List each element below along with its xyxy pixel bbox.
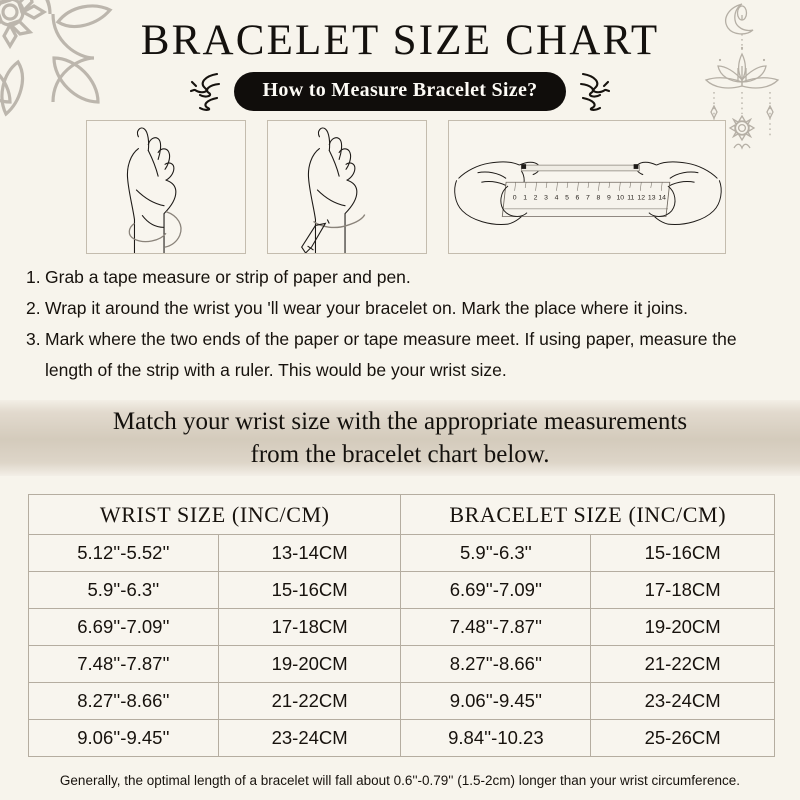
step-number: 3. (26, 329, 41, 349)
cell-wrist-inches: 7.48''-7.87'' (28, 645, 219, 683)
svg-text:14: 14 (658, 194, 666, 201)
cell-bracelet-inches: 7.48''-7.87'' (400, 608, 592, 646)
cell-bracelet-inches: 8.27''-8.66'' (400, 645, 592, 683)
step-text: Mark where the two ends of the paper or … (45, 329, 737, 380)
mandala-flower-icon (0, 0, 113, 117)
svg-text:10: 10 (616, 194, 624, 201)
cell-bracelet-inches: 5.9''-6.3'' (400, 534, 592, 572)
list-item: 3. Mark where the two ends of the paper … (26, 324, 778, 386)
cell-wrist-cm: 15-16CM (217, 571, 402, 609)
svg-text:2: 2 (534, 194, 538, 201)
svg-text:0: 0 (513, 194, 517, 201)
cell-bracelet-cm: 23-24CM (590, 682, 775, 720)
instruction-steps: 1. Grab a tape measure or strip of paper… (26, 262, 778, 386)
hand-with-tape-loop-illustration (86, 120, 246, 254)
svg-text:4: 4 (555, 194, 559, 201)
swirl-flourish-icon (189, 72, 220, 111)
step-number: 1. (26, 267, 41, 287)
table-row: 5.9''-6.3'' 15-16CM 6.69''-7.09'' 17-18C… (28, 571, 775, 609)
cell-wrist-inches: 6.69''-7.09'' (28, 608, 219, 646)
svg-text:8: 8 (597, 194, 601, 201)
cell-bracelet-cm: 19-20CM (590, 608, 775, 646)
cell-wrist-inches: 9.06''-9.45'' (28, 719, 219, 757)
svg-text:13: 13 (648, 194, 656, 201)
cell-bracelet-cm: 15-16CM (590, 534, 775, 572)
svg-text:9: 9 (607, 194, 611, 201)
cell-wrist-cm: 21-22CM (217, 682, 402, 720)
banner-line-1: Match your wrist size with the appropria… (112, 408, 688, 435)
footer-note: Generally, the optimal length of a brace… (59, 773, 741, 788)
cell-wrist-cm: 23-24CM (217, 719, 402, 757)
cell-wrist-cm: 19-20CM (217, 645, 402, 683)
table-row: 7.48''-7.87'' 19-20CM 8.27''-8.66'' 21-2… (28, 645, 775, 683)
banner-line-2: from the bracelet chart below. (250, 441, 550, 468)
svg-text:6: 6 (576, 194, 580, 201)
column-header-wrist-size: WRIST SIZE (INC/CM) (27, 494, 402, 535)
cell-bracelet-inches: 9.06''-9.45'' (400, 682, 592, 720)
svg-text:1: 1 (523, 194, 527, 201)
how-to-measure-badge[interactable]: How to Measure Bracelet Size? (233, 71, 567, 111)
bracelet-size-table: WRIST SIZE (INC/CM) BRACELET SIZE (INC/C… (27, 494, 775, 757)
page-title: BRACELET SIZE CHART (140, 17, 660, 64)
cell-wrist-inches: 8.27''-8.66'' (28, 682, 219, 720)
step-text: Wrap it around the wrist you 'll wear yo… (45, 298, 689, 318)
table-row: 9.06''-9.45'' 23-24CM 9.84''-10.23 25-26… (28, 719, 775, 757)
lotus-moon-ornament-icon (704, 3, 780, 150)
step-number: 2. (26, 298, 41, 318)
match-size-banner: Match your wrist size with the appropria… (0, 400, 800, 476)
table-header-row: WRIST SIZE (INC/CM) BRACELET SIZE (INC/C… (27, 494, 775, 535)
table-row: 8.27''-8.66'' 21-22CM 9.06''-9.45'' 23-2… (28, 682, 775, 720)
svg-text:12: 12 (637, 194, 645, 201)
swirl-flourish-icon (580, 72, 611, 111)
svg-text:7: 7 (586, 194, 590, 201)
svg-text:5: 5 (565, 194, 569, 201)
cell-wrist-inches: 5.9''-6.3'' (28, 571, 219, 609)
cell-wrist-cm: 13-14CM (217, 534, 402, 572)
table-row: 6.69''-7.09'' 17-18CM 7.48''-7.87'' 19-2… (28, 608, 775, 646)
svg-text:3: 3 (544, 194, 548, 201)
cell-bracelet-cm: 17-18CM (590, 571, 775, 609)
cell-wrist-inches: 5.12''-5.52'' (28, 534, 219, 572)
cell-bracelet-cm: 25-26CM (590, 719, 775, 757)
svg-text:11: 11 (627, 194, 634, 201)
cell-bracelet-inches: 6.69''-7.09'' (400, 571, 592, 609)
list-item: 2. Wrap it around the wrist you 'll wear… (26, 293, 778, 324)
cell-bracelet-cm: 21-22CM (590, 645, 775, 683)
hand-marking-with-pen-illustration (267, 120, 427, 254)
list-item: 1. Grab a tape measure or strip of paper… (26, 262, 778, 293)
cell-bracelet-inches: 9.84''-10.23 (400, 719, 592, 757)
cell-wrist-cm: 17-18CM (217, 608, 402, 646)
subtitle-badge-row: How to Measure Bracelet Size? (0, 70, 800, 112)
step-text: Grab a tape measure or strip of paper an… (45, 267, 411, 287)
table-row: 5.12''-5.52'' 13-14CM 5.9''-6.3'' 15-16C… (28, 534, 775, 572)
column-header-bracelet-size: BRACELET SIZE (INC/CM) (400, 494, 775, 535)
